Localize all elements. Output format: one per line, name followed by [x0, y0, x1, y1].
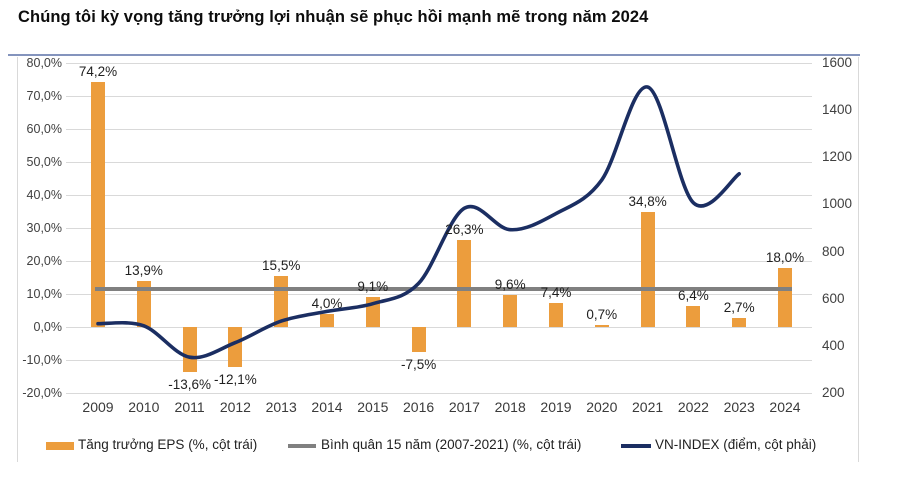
eps-bar: [320, 313, 334, 327]
eps-bar: [274, 275, 289, 327]
x-axis-label: 2012: [219, 399, 251, 415]
eps-bar-label: 15,5%: [262, 257, 301, 273]
eps-bar: [365, 296, 380, 327]
eps-bar-label: 13,9%: [124, 263, 163, 279]
eps-bar: [594, 324, 609, 327]
x-axis-label: 2023: [723, 399, 755, 415]
average-legend-swatch: [288, 444, 316, 448]
chart-frame-right: [858, 57, 859, 462]
y-right-tick-label: 200: [822, 385, 845, 400]
vnindex-legend-label: VN-INDEX (điểm, cột phải): [655, 437, 817, 452]
eps-bar-label: -12,1%: [214, 371, 257, 387]
y-right-tick-label: 1000: [822, 196, 853, 212]
eps-bar-label: 0,7%: [586, 306, 618, 322]
page-title: Chúng tôi kỳ vọng tăng trưởng lợi nhuận …: [18, 8, 649, 26]
eps-bar: [457, 240, 472, 327]
eps-bar-label: -13,6%: [168, 376, 211, 392]
eps-bar: [778, 267, 792, 327]
x-axis-label: 2010: [128, 399, 160, 415]
gridline: [66, 392, 812, 394]
gridline: [66, 95, 812, 97]
legend: Tăng trưởng EPS (%, cột trái) Bình quân …: [0, 434, 900, 460]
x-axis-label: 2017: [448, 399, 480, 415]
eps-bar-label: 4,0%: [311, 295, 343, 311]
gridline: [66, 161, 812, 163]
average-legend-label: Bình quân 15 năm (2007-2021) (%, cột trá…: [321, 437, 582, 452]
y-right-tick-label: 800: [822, 243, 845, 259]
y-right-tick-label: 600: [822, 290, 845, 306]
eps-bar-label: 74,2%: [78, 64, 118, 80]
y-right-tick-label: 1200: [822, 149, 853, 165]
x-axis-label: 2014: [311, 399, 343, 415]
eps-bar: [228, 327, 243, 367]
x-axis-label: 2018: [494, 399, 526, 415]
y-right-tick-label: 1400: [822, 102, 853, 118]
y-left-tick-label: 10,0%: [26, 287, 62, 301]
eps-bar: [182, 327, 197, 372]
gridline: [66, 128, 812, 130]
eps-bar: [732, 318, 747, 327]
y-left-tick-label: 40,0%: [26, 188, 62, 202]
gridline: [66, 62, 812, 64]
eps-bar-label: 9,1%: [357, 278, 389, 294]
x-axis-label: 2015: [357, 399, 389, 415]
eps-legend-label: Tăng trưởng EPS (%, cột trái): [78, 437, 258, 452]
eps-bar: [640, 212, 655, 327]
eps-bar-label: 34,8%: [628, 194, 667, 210]
y-left-tick-label: 0,0%: [33, 320, 63, 334]
y-left-tick-label: 50,0%: [26, 155, 62, 169]
y-right-tick-label: 400: [822, 337, 845, 353]
y-left-tick-label: -20,0%: [22, 386, 62, 400]
eps-legend-swatch: [46, 442, 74, 450]
gridline: [66, 359, 812, 361]
eps-bar: [549, 302, 563, 327]
eps-bar-label: 18,0%: [765, 249, 805, 265]
gridline: [66, 194, 812, 196]
vnindex-legend-swatch: [621, 444, 651, 448]
x-axis-label: 2016: [403, 399, 435, 415]
gridline: [66, 260, 812, 262]
x-axis-label: 2020: [586, 399, 618, 415]
x-axis-label: 2011: [174, 399, 205, 415]
x-axis-label: 2009: [82, 399, 114, 415]
eps-bar: [686, 305, 701, 327]
eps-bar: [503, 295, 518, 327]
x-axis-label: 2013: [265, 399, 297, 415]
eps-bar: [411, 327, 426, 352]
y-left-tick-label: 80,0%: [26, 56, 62, 70]
x-axis-label: 2022: [677, 399, 709, 415]
y-left-tick-label: 30,0%: [26, 221, 62, 235]
y-left-tick-label: -10,0%: [22, 353, 62, 367]
title-divider: [8, 54, 860, 56]
eps-bar-label: 2,7%: [723, 300, 755, 316]
eps-bar-label: 26,3%: [445, 222, 484, 238]
x-axis-label: 2024: [769, 399, 801, 415]
y-left-tick-label: 60,0%: [26, 122, 62, 136]
eps-bar-label: -7,5%: [400, 356, 437, 372]
y-left-tick-label: 70,0%: [26, 89, 62, 103]
y-right-tick-label: 1600: [822, 55, 853, 70]
chart-frame-left: [17, 57, 18, 462]
eps-bar-label: 7,4%: [540, 284, 572, 300]
x-axis-label: 2021: [632, 399, 664, 415]
x-axis-label: 2019: [540, 399, 572, 415]
y-left-tick-label: 20,0%: [26, 254, 62, 268]
